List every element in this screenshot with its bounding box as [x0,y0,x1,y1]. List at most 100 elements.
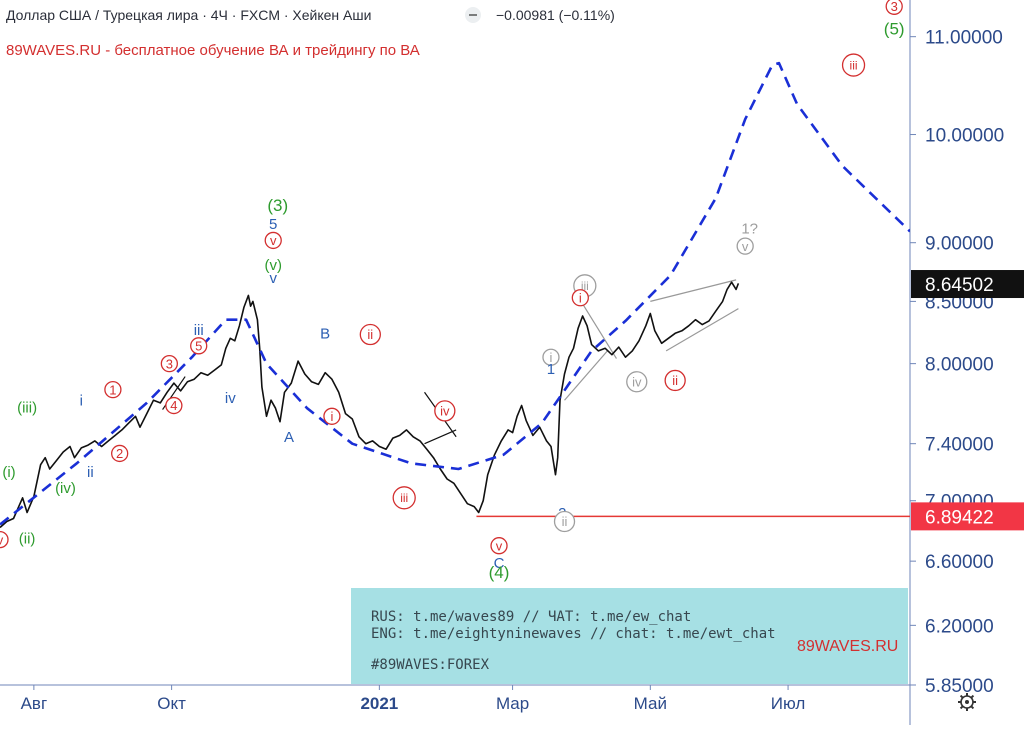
forecast-layer [0,61,910,526]
wave-label-circle [323,407,341,425]
wave-label-circle [190,337,208,355]
support-price-badge [911,502,1024,531]
wave-label: v [269,270,277,287]
wave-label: 5 [269,216,277,233]
wave-label: v [742,239,749,254]
x-tick-label: Июл [771,694,806,713]
current-price-badge [911,270,1024,299]
wave-label: 3 [166,356,173,371]
price-labels: 8.64502 6.89422 [911,270,1024,531]
y-tick-label: 11.00000 [925,28,1003,49]
wave-label-circle [165,396,183,415]
wave-label: i [330,409,333,424]
wave-label: 5 [195,339,202,354]
price-series-line [0,281,740,529]
wave-label: (5) [884,19,905,38]
wave-label-circle [542,348,560,366]
info-hashtag: #89WAVES:FOREX [371,657,490,673]
wave-label: B [320,326,330,343]
trend-line [665,308,739,352]
wave-label: ii [87,464,94,481]
x-tick-label: Май [634,694,667,713]
x-tick-label: Окт [157,694,186,713]
wave-label: 4 [170,398,177,413]
wave-label: iv [225,390,236,407]
wave-label: A [284,429,294,446]
y-tick-label: 6.60000 [925,552,994,573]
wave-label-circle [553,510,576,533]
wave-label-circle [359,323,381,346]
info-brand: 89WAVES.RU [797,638,898,655]
trend-line [564,350,608,401]
gear-icon[interactable] [958,693,976,711]
y-tick-label: 5.85000 [925,676,994,697]
wave-label: iv [440,404,450,419]
trend-line [582,303,617,359]
support-price-label: 6.89422 [925,507,994,528]
wave-label: (iii) [17,399,37,416]
y-tick-label: 7.40000 [925,435,994,456]
wave-label: C [494,555,505,572]
wave-label: 2 [116,446,123,461]
wave-label-circle [571,289,589,307]
wave-labels-layer: (iii)(i)(iv)(ii)viii12345iiiiv(3)5v(v)vA… [0,0,905,582]
wave-label: v [496,538,503,553]
wave-label: iii [194,322,204,339]
info-line-rus: RUS: t.me/waves89 // ЧАТ: t.me/ew_chat [371,609,691,625]
price-layer [0,281,740,529]
wave-label-circle [490,537,508,555]
info-box [351,588,908,684]
wave-label: ii [562,514,568,529]
wave-label-circle [0,530,9,549]
wave-label: 3 [891,0,898,14]
wave-label: (ii) [19,530,36,547]
wave-label-circle [160,354,179,373]
wave-label: (v) [264,257,282,274]
y-tick-label: 8.00000 [925,355,994,376]
wave-label: 1 [109,382,116,397]
wave-label: iii [850,58,858,72]
wave-label-circle [664,369,686,392]
time-axis[interactable]: Авг Окт 2021 Мар Май Июл [21,685,806,713]
price-change: −0.00981 (−0.11%) [496,7,615,23]
y-tick-label: 10.00000 [925,126,1004,147]
trend-line [650,279,737,302]
symbol-title[interactable]: Доллар США / Турецкая лира · 4Ч · FXCM ·… [6,7,371,23]
wave-label: 1 [547,361,555,378]
trend-lines-layer [162,279,739,445]
wave-label: v [270,233,277,248]
wave-label: v [0,532,4,547]
trend-line [424,429,457,445]
wave-label-circle [392,486,416,510]
minimize-icon[interactable] [465,7,481,23]
wave-label: iii [581,279,589,293]
wave-label: (iv) [55,480,76,497]
wave-label-circle [885,0,903,15]
wave-label-circle [736,237,754,255]
x-tick-label: 2021 [360,694,398,713]
price-axis[interactable]: 11.0000010.000009.000008.500008.000007.4… [910,28,1004,697]
wave-label: ii [672,373,678,388]
wave-label: (i) [2,464,15,481]
wave-label-circle [111,444,129,463]
wave-label-circle [434,400,456,422]
wave-label: i [579,290,582,305]
wave-label-circle [841,53,866,77]
wave-label: iv [632,374,642,389]
wave-label-circle [626,371,648,393]
wave-label: i [80,393,83,410]
wave-label: (4) [489,563,510,582]
plot-area [0,0,911,725]
current-price-label: 8.64502 [925,275,994,296]
forecast-path [0,61,910,526]
info-line-eng: ENG: t.me/eightyninewaves // chat: t.me/… [371,626,776,642]
wave-label: ii [367,327,373,342]
x-tick-label: Мар [496,694,529,713]
wave-label-circle [104,380,122,399]
wave-label: 1? [741,220,758,237]
tagline: 89WAVES.RU - бесплатное обучение ВА и тр… [6,42,420,59]
x-tick-label: Авг [21,694,48,713]
y-tick-label: 9.00000 [925,234,994,255]
